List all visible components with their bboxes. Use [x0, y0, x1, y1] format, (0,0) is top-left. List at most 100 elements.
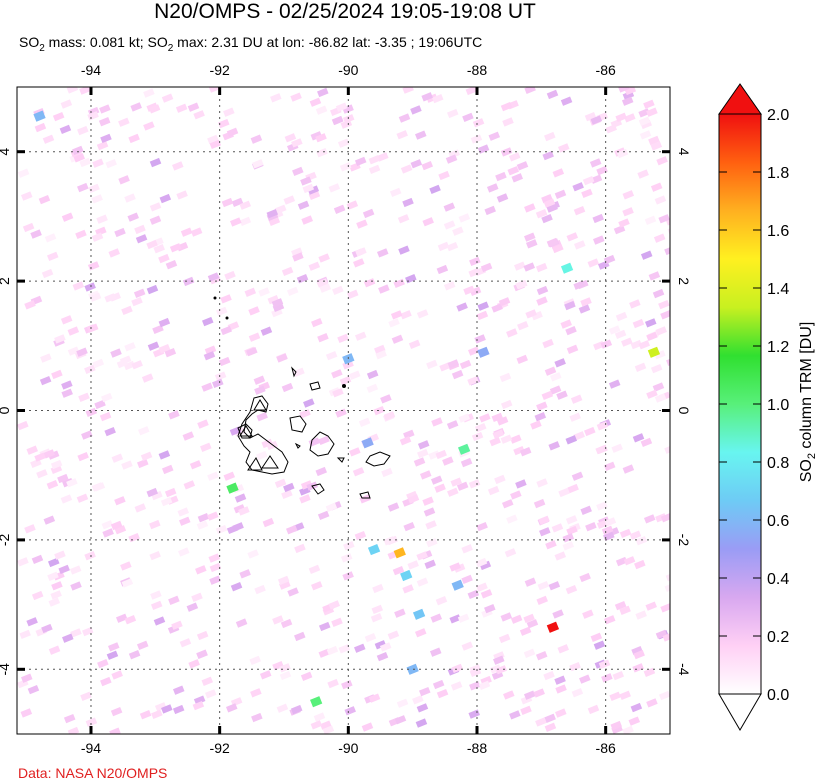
- noise-pixel: [574, 240, 586, 250]
- noise-pixel: [50, 464, 63, 475]
- noise-pixel: [79, 87, 91, 95]
- noise-pixel: [294, 631, 306, 642]
- noise-pixel: [511, 173, 524, 183]
- noise-pixel: [297, 200, 310, 210]
- noise-pixel: [403, 429, 415, 439]
- noise-pixel: [205, 689, 217, 699]
- noise-pixel: [191, 592, 203, 602]
- noise-pixel: [139, 710, 152, 720]
- noise-pixel: [609, 691, 621, 701]
- noise-pixel: [201, 382, 213, 392]
- noise-pixel: [666, 356, 670, 366]
- noise-pixel: [128, 650, 141, 660]
- noise-pixel: [549, 385, 562, 395]
- noise-pixel: [469, 667, 482, 677]
- noise-pixel: [361, 722, 374, 732]
- noise-pixel: [543, 670, 555, 681]
- noise-pixel: [77, 182, 89, 193]
- noise-pixel: [600, 339, 613, 349]
- lat-label-right: 4: [676, 148, 692, 156]
- noise-pixel: [566, 344, 579, 354]
- noise-pixel: [318, 648, 331, 658]
- noise-pixel: [250, 688, 262, 698]
- noise-pixel: [579, 572, 591, 583]
- axis-labels: -94 -94 -92 -92 -90 -90 -88 -88 -86 -86 4 4 2 2 0 0 -2 -2…: [0, 62, 692, 756]
- noise-pixel: [587, 704, 600, 715]
- noise-pixel: [371, 604, 384, 615]
- noise-pixel: [172, 704, 185, 715]
- noise-pixel: [379, 642, 392, 652]
- noise-pixel: [159, 193, 172, 204]
- noise-pixel: [342, 104, 354, 114]
- noise-pixel: [315, 105, 328, 115]
- noise-pixel: [84, 551, 96, 561]
- noise-pixel: [284, 133, 297, 143]
- noise-pixel: [500, 434, 513, 444]
- noise-pixel: [153, 244, 165, 254]
- noise-pixel: [52, 111, 65, 122]
- noise-pixel: [61, 212, 74, 222]
- noise-pixel: [426, 359, 438, 370]
- noise-pixel: [87, 111, 99, 121]
- frame-tick: [89, 87, 93, 95]
- noise-pixel: [507, 166, 520, 176]
- noise-pixel: [182, 431, 195, 441]
- noise-pixel: [341, 679, 353, 690]
- noise-pixel: [614, 600, 627, 611]
- noise-pixel: [416, 703, 429, 713]
- noise-pixel: [398, 113, 411, 123]
- noise-pixel: [660, 310, 670, 320]
- noise-pixel: [96, 140, 109, 151]
- noise-pixel: [272, 302, 285, 312]
- noise-pixel: [84, 282, 96, 292]
- noise-pixel: [650, 182, 663, 192]
- noise-pixel: [328, 600, 340, 610]
- noise-pixel: [389, 187, 402, 198]
- frame-ticks: [17, 87, 670, 734]
- noise-pixel: [158, 344, 171, 354]
- noise-pixel: [447, 487, 459, 497]
- noise-pixel: [315, 133, 327, 143]
- noise-pixel: [207, 471, 219, 481]
- noise-pixel: [85, 717, 98, 727]
- noise-pixel: [644, 215, 657, 225]
- volcano-marker-3: [261, 455, 279, 469]
- noise-pixel: [20, 708, 33, 718]
- noise-pixel: [407, 560, 419, 570]
- noise-pixel: [77, 451, 89, 462]
- noise-pixel: [340, 119, 353, 129]
- noise-pixel: [346, 200, 359, 210]
- noise-pixel: [491, 412, 504, 423]
- colorbar-ticks: 2.0 1.8 1.6 1.4 1.2 1.0 0.8 0.6 0.4 0.2 0.0: [719, 107, 789, 704]
- noise-pixel: [476, 310, 489, 321]
- noise-pixel: [596, 501, 608, 511]
- noise-pixel: [17, 168, 30, 178]
- lon-label-bottom: -88: [467, 740, 487, 756]
- noise-pixel: [650, 141, 663, 151]
- noise-pixel: [187, 102, 200, 112]
- noise-pixel: [43, 515, 56, 525]
- noise-pixel: [26, 617, 38, 627]
- noise-pixel: [70, 628, 82, 638]
- noise-pixel: [566, 525, 578, 536]
- noise-pixel: [283, 195, 296, 205]
- noise-pixel: [80, 691, 92, 701]
- noise-pixel: [301, 215, 313, 225]
- noise-pixel: [410, 159, 423, 169]
- noise-pixel: [508, 152, 521, 162]
- noise-pixel: [92, 158, 104, 168]
- colorbar-tick-label: 1.8: [767, 165, 789, 182]
- noise-pixel: [422, 217, 434, 227]
- noise-pixel: [72, 281, 85, 291]
- lon-label-top: -88: [467, 62, 487, 78]
- noise-pixel: [66, 478, 78, 488]
- noise-pixel: [111, 670, 123, 680]
- noise-pixel: [419, 686, 431, 697]
- noise-pixel: [539, 527, 551, 537]
- noise-pixel: [632, 433, 645, 443]
- noise-pixel: [318, 435, 330, 446]
- noise-pixel: [593, 235, 605, 245]
- lat-label-right: 2: [676, 277, 692, 285]
- noise-pixel: [535, 717, 547, 727]
- noise-pixel: [569, 412, 581, 422]
